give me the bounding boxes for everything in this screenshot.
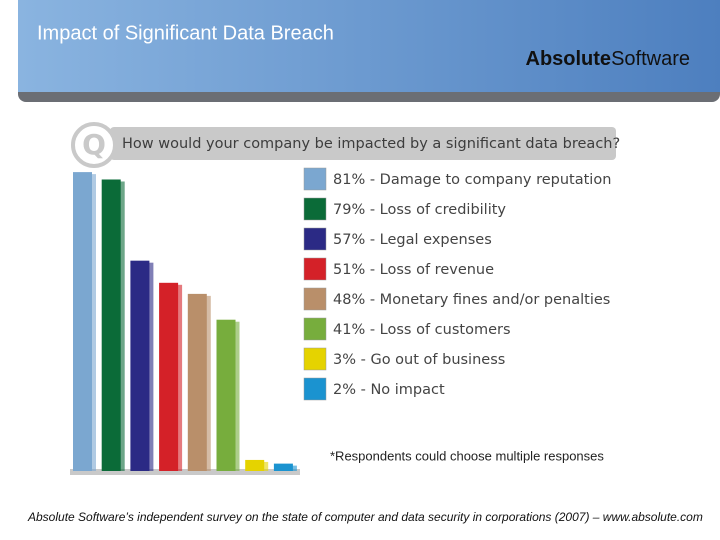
bar-side: [148, 262, 154, 471]
bar-side: [234, 321, 240, 471]
logo-regular: Software: [611, 48, 690, 70]
legend-swatch: [303, 377, 327, 401]
bar-side: [263, 461, 269, 471]
legend-swatch: [303, 227, 327, 251]
logo-bold: Absolute: [526, 48, 612, 70]
legend-label: 79% - Loss of credibility: [333, 202, 506, 218]
legend-label: 41% - Loss of customers: [333, 322, 511, 338]
legend-swatch: [303, 347, 327, 371]
legend-swatch: [303, 167, 327, 191]
legend-swatch: [303, 257, 327, 281]
legend-label: 48% - Monetary fines and/or penalties: [333, 292, 610, 308]
legend-label: 2% - No impact: [333, 382, 445, 398]
legend-swatch: [303, 287, 327, 311]
question-bubble: [71, 122, 117, 168]
legend-swatch: [303, 317, 327, 341]
bars: [73, 172, 297, 472]
header-band: [18, 0, 720, 92]
bar: [273, 463, 293, 471]
bar-side: [205, 295, 211, 471]
slide-title: Impact of Significant Data Breach: [37, 22, 334, 44]
floor: [70, 469, 300, 475]
question-icon: Q: [82, 128, 106, 161]
bar: [187, 293, 207, 471]
note: *Respondents could choose multiple respo…: [330, 448, 604, 463]
legend-label: 51% - Loss of revenue: [333, 262, 494, 278]
legend-label: 81% - Damage to company reputation: [333, 172, 611, 188]
bar: [73, 172, 92, 472]
bar: [130, 260, 150, 471]
bar: [245, 459, 265, 471]
bar-side: [291, 465, 297, 471]
footer: Absolute Software’s independent survey o…: [27, 510, 703, 524]
legend-label: 57% - Legal expenses: [333, 232, 492, 248]
bar: [159, 282, 179, 471]
legend-swatch: [303, 197, 327, 221]
bar-side: [119, 181, 125, 472]
bar: [101, 179, 121, 472]
bar-side: [177, 284, 183, 471]
legend: 81% - Damage to company reputation 79% - …: [303, 167, 611, 401]
legend-label: 3% - Go out of business: [333, 352, 505, 368]
question-bar: [110, 127, 616, 160]
question-text: How would your company be impacted by a …: [122, 136, 620, 152]
logo: AbsoluteSoftware: [526, 48, 691, 70]
bar-side: [91, 174, 96, 472]
bar: [216, 319, 236, 471]
